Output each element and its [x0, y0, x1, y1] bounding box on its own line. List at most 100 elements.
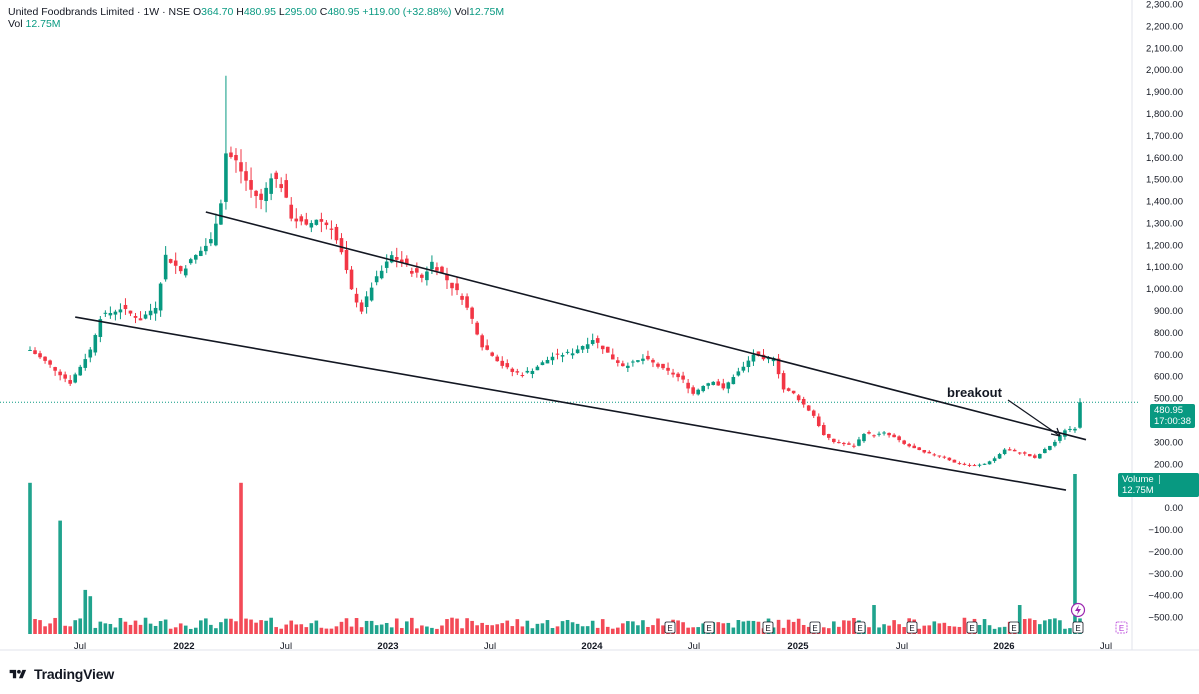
candle-body: [470, 307, 474, 319]
price-axis-tick: 1,200.00: [1146, 240, 1183, 251]
candle-body: [1022, 452, 1027, 454]
candle-body: [485, 345, 489, 350]
volume-bar: [837, 626, 841, 634]
volume-bar: [58, 520, 62, 634]
candle-body: [28, 349, 32, 351]
candle-body: [460, 295, 464, 300]
earnings-marker: [966, 621, 978, 634]
volume-bar: [525, 620, 530, 634]
price-axis-tick: 1,000.00: [1146, 284, 1183, 295]
volume-bar: [1063, 628, 1067, 634]
candle-body: [887, 432, 891, 436]
volume-bar: [832, 621, 836, 634]
volume-bar: [123, 621, 128, 634]
tradingview-logo[interactable]: TradingView: [8, 666, 114, 682]
volume-bar: [404, 621, 409, 634]
candle-body: [158, 283, 163, 311]
volume-bar: [440, 625, 444, 634]
candle-body: [766, 357, 771, 360]
volume-bar: [284, 624, 289, 634]
earnings-marker-label: E: [812, 624, 817, 633]
volume-bar: [781, 627, 786, 634]
candle-body: [590, 340, 595, 345]
volume-bar: [98, 621, 103, 634]
volume-bar: [344, 618, 349, 634]
high-value: 480.95: [243, 6, 276, 18]
volume-bar: [932, 621, 937, 634]
volume-bar: [214, 628, 218, 634]
volume-bar: [736, 620, 741, 634]
candle-body: [967, 464, 972, 466]
candle-body: [751, 354, 756, 362]
earnings-marker: [809, 621, 821, 634]
candle-body: [204, 245, 208, 252]
volume-bar: [892, 620, 896, 634]
volume-bar: [269, 617, 273, 634]
candle-body: [324, 222, 329, 226]
candle-body: [882, 432, 886, 434]
candle-body: [716, 381, 721, 386]
price-axis-tick: 2,000.00: [1146, 65, 1183, 76]
volume-bar: [621, 623, 625, 634]
candle-body: [816, 416, 821, 427]
earnings-marker-label: E: [857, 624, 862, 633]
candle-body: [168, 259, 173, 263]
earnings-marker-label: E: [909, 624, 914, 633]
candle-body: [334, 226, 339, 241]
candle-body: [947, 457, 952, 461]
volume-bar: [339, 621, 344, 634]
volume-bar: [183, 625, 188, 634]
candle-body: [234, 155, 238, 161]
earnings-marker: [664, 621, 676, 634]
volume-bar: [977, 624, 982, 634]
candle-body: [741, 366, 746, 371]
candle-body: [123, 304, 128, 310]
volume-bar: [63, 625, 67, 634]
volume-bar: [389, 627, 394, 634]
candle-body: [354, 293, 359, 303]
volume-bar: [555, 626, 560, 634]
volume-bar: [450, 617, 454, 634]
volume-bar: [435, 628, 439, 634]
candle-body: [430, 261, 434, 270]
price-axis-tick: 1,300.00: [1146, 218, 1183, 229]
candle-body: [736, 371, 741, 376]
volume-bar: [641, 620, 645, 634]
candles: [28, 75, 1082, 468]
volume-bar: [585, 626, 590, 634]
candle-body: [68, 380, 72, 384]
candle-body: [339, 238, 344, 253]
candle-body: [495, 356, 500, 362]
volume-bar: [48, 623, 52, 634]
volume-bar: [264, 620, 268, 634]
volume-bar: [726, 622, 731, 634]
candle-body: [369, 287, 374, 301]
candle-body: [244, 171, 248, 181]
volume-bar: [88, 596, 93, 634]
volume-study-value: 12.75M: [25, 18, 61, 30]
price-axis-tick: 0.00: [1165, 503, 1184, 514]
candle-body: [776, 358, 781, 375]
candle-body: [1038, 453, 1042, 459]
volume-bar: [329, 628, 334, 634]
volume-bar: [877, 627, 881, 634]
earnings-marker: [1072, 621, 1084, 634]
volume-bar: [661, 625, 665, 634]
candle-body: [183, 268, 188, 276]
candle-body: [374, 276, 379, 283]
candle-body: [565, 351, 570, 353]
volume-bar: [791, 621, 796, 634]
tradingview-logo-text: TradingView: [34, 666, 115, 682]
candle-body: [133, 315, 138, 318]
volume-bar: [605, 626, 610, 634]
volume-bar: [656, 618, 660, 634]
candle-body: [711, 381, 716, 385]
volume-bar: [942, 622, 947, 634]
price-axis-tick: 2,200.00: [1146, 21, 1183, 32]
volume-bar: [947, 626, 952, 634]
candle-body: [229, 152, 233, 158]
candle-body: [465, 296, 469, 308]
time-axis-label: Jul: [280, 641, 292, 652]
volume-bar: [384, 622, 389, 634]
